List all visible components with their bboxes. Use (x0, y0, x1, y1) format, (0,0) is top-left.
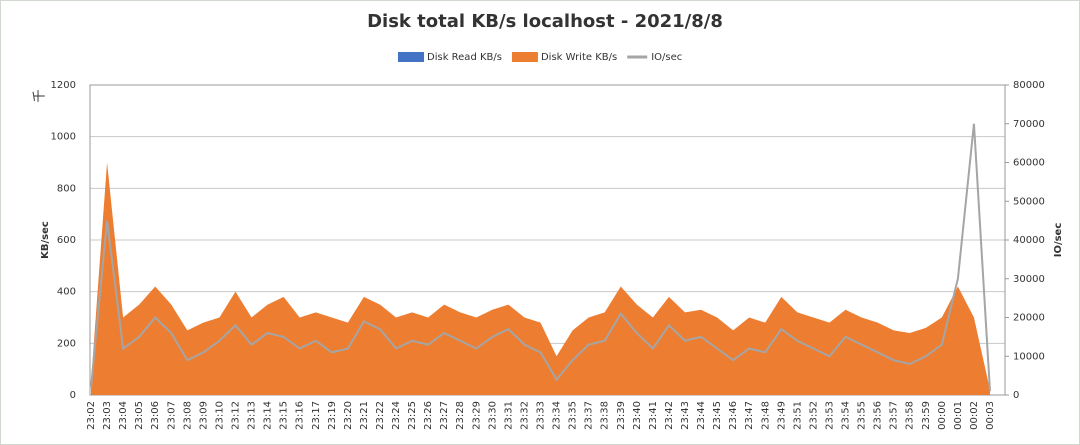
x-tick-label: 23:25 (407, 401, 418, 430)
y-tick-label: 600 (57, 235, 76, 246)
x-tick-label: 23:45 (712, 401, 723, 430)
x-tick-label: 23:28 (455, 401, 466, 430)
y2-tick-label: 20000 (1013, 313, 1045, 324)
x-tick-label: 23:17 (311, 401, 322, 430)
x-tick-label: 23:30 (487, 401, 498, 430)
x-tick-label: 23:15 (279, 401, 290, 430)
x-tick-label: 23:08 (182, 401, 193, 430)
x-tick-label: 00:02 (969, 401, 980, 430)
x-tick-label: 23:21 (359, 401, 370, 430)
x-tick-label: 23:38 (600, 401, 611, 430)
x-tick-label: 00:03 (985, 401, 996, 430)
x-tick-label: 23:33 (536, 401, 547, 430)
x-tick-label: 23:04 (118, 401, 129, 430)
io-line (90, 123, 991, 392)
legend-label: Disk Read KB/s (427, 52, 502, 63)
x-tick-label: 23:10 (214, 401, 225, 430)
y-unit-label: 千 (33, 89, 48, 102)
legend-swatch (398, 52, 424, 62)
x-tick-label: 00:00 (937, 401, 948, 430)
x-tick-label: 23:31 (503, 401, 514, 430)
y2-axis-label: IO/sec (1053, 223, 1064, 258)
y2-tick-label: 0 (1013, 390, 1019, 401)
x-tick-label: 23:58 (905, 401, 916, 430)
x-tick-label: 23:59 (921, 401, 932, 430)
y2-tick-label: 40000 (1013, 235, 1045, 246)
x-tick-label: 23:09 (198, 401, 209, 430)
x-tick-label: 23:47 (744, 401, 755, 430)
x-tick-label: 23:32 (519, 401, 530, 430)
chart-title: Disk total KB/s localhost - 2021/8/8 (367, 11, 723, 32)
y2-tick-label: 10000 (1013, 351, 1045, 362)
x-tick-label: 23:57 (889, 401, 900, 430)
x-tick-label: 23:24 (391, 401, 402, 430)
y-tick-label: 200 (57, 338, 76, 349)
x-tick-label: 23:41 (648, 401, 659, 430)
y-tick-label: 0 (70, 390, 76, 401)
x-tick-label: 23:56 (873, 401, 884, 430)
legend-label: IO/sec (651, 52, 682, 63)
y-tick-label: 800 (57, 183, 76, 194)
x-tick-label: 23:42 (664, 401, 675, 430)
x-tick-label: 23:07 (166, 401, 177, 430)
x-tick-label: 23:26 (423, 401, 434, 430)
x-tick-label: 23:53 (824, 401, 835, 430)
x-tick-label: 23:40 (632, 401, 643, 430)
x-tick-label: 23:02 (86, 401, 97, 430)
x-tick-label: 23:54 (841, 401, 852, 430)
y-tick-label: 1000 (51, 132, 76, 143)
y-tick-label: 1200 (51, 80, 76, 91)
x-tick-label: 23:34 (552, 401, 563, 430)
x-tick-label: 23:48 (760, 401, 771, 430)
x-tick-label: 23:19 (327, 401, 338, 430)
x-tick-label: 23:13 (247, 401, 258, 430)
x-tick-label: 23:43 (680, 401, 691, 430)
x-tick-label: 23:37 (584, 401, 595, 430)
legend-swatch (511, 52, 538, 62)
y2-tick-label: 60000 (1013, 158, 1045, 169)
x-tick-label: 23:12 (230, 401, 241, 430)
x-tick-label: 23:52 (808, 401, 819, 430)
x-tick-label: 23:39 (616, 401, 627, 430)
x-tick-label: 23:27 (439, 401, 450, 430)
y2-tick-label: 30000 (1013, 274, 1045, 285)
area (91, 162, 990, 395)
x-tick-label: 23:49 (776, 401, 787, 430)
x-tick-label: 23:06 (150, 401, 161, 430)
legend-label: Disk Write KB/s (541, 52, 617, 63)
x-tick-label: 23:03 (102, 401, 113, 430)
y2-tick-label: 50000 (1013, 196, 1045, 207)
x-tick-label: 23:14 (263, 401, 274, 430)
x-tick-label: 23:51 (792, 401, 803, 430)
x-tick-label: 23:22 (375, 401, 386, 430)
x-tick-label: 23:35 (568, 401, 579, 430)
x-tick-label: 23:05 (134, 401, 145, 430)
x-tick-label: 23:46 (728, 401, 739, 430)
y2-tick-label: 70000 (1013, 119, 1045, 130)
x-tick-label: 23:20 (343, 401, 354, 430)
x-tick-label: 23:44 (696, 401, 707, 430)
x-tick-label: 23:55 (857, 401, 868, 430)
x-tick-label: 23:16 (295, 401, 306, 430)
x-tick-label: 00:01 (953, 401, 964, 430)
y2-tick-label: 80000 (1013, 80, 1045, 91)
x-tick-label: 23:29 (471, 401, 482, 430)
y-axis-label: KB/sec (40, 221, 51, 259)
y-tick-label: 400 (57, 287, 76, 298)
